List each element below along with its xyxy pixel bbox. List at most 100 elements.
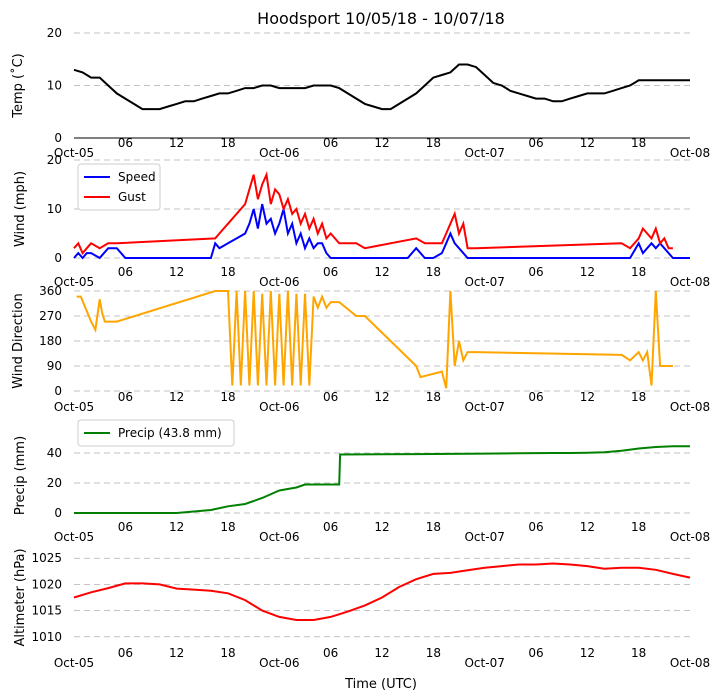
series-line-temp — [73, 63, 690, 111]
x-tick-label: 12 — [374, 136, 389, 150]
panel-wind: 0 10 20 Wind (mph) Oct-05 06 12 18 Oct-06 06 12 18 O… — [13, 153, 710, 289]
series-line-precip-43-8-mm- — [74, 445, 690, 514]
x-tick-label: 06 — [323, 520, 338, 534]
legend — [77, 163, 161, 211]
x-tick-label: Oct-07 — [464, 656, 504, 670]
y-axis-label: Wind (mph) — [13, 171, 28, 247]
x-tick-label: 18 — [220, 520, 235, 534]
x-tick-label: 12 — [169, 265, 184, 279]
chart-title: Hoodsport 10/05/18 - 10/07/18 — [257, 9, 505, 28]
x-tick-label: 18 — [631, 390, 646, 404]
series-line-gust — [73, 171, 673, 255]
x-tick-label: 12 — [374, 390, 389, 404]
x-tick-label: 18 — [220, 265, 235, 279]
x-tick-label: Oct-08 — [670, 400, 710, 414]
x-tick-label: 12 — [169, 136, 184, 150]
x-tick-label: 06 — [118, 136, 133, 150]
x-tick-label: 12 — [169, 520, 184, 534]
x-tick-label: Oct-07 — [464, 146, 504, 160]
y-tick-label: 0 — [54, 384, 62, 398]
x-tick-label: 12 — [580, 646, 595, 660]
x-tick-label: 06 — [528, 265, 543, 279]
x-tick-label: Oct-06 — [259, 275, 299, 289]
x-tick-label: 06 — [118, 390, 133, 404]
x-tick-label: Oct-07 — [464, 400, 504, 414]
series-line-speed — [73, 203, 690, 260]
x-tick-label: 06 — [528, 136, 543, 150]
y-tick-label: 1010 — [31, 630, 62, 644]
y-tick-label: 40 — [47, 446, 62, 460]
y-tick-label: 180 — [39, 334, 62, 348]
y-tick-label: 10 — [47, 202, 62, 216]
x-tick-label: 06 — [323, 136, 338, 150]
x-tick-label: 06 — [118, 520, 133, 534]
y-tick-label: 360 — [39, 284, 62, 298]
legend — [77, 419, 235, 447]
x-tick-label: Oct-07 — [464, 530, 504, 544]
y-axis-label: Temp (˚C) — [10, 53, 26, 119]
x-tick-label: Oct-07 — [464, 275, 504, 289]
x-tick-label: 12 — [374, 520, 389, 534]
x-tick-label: 06 — [528, 646, 543, 660]
panel-dir: 0 90 180 270 360 Wind Direction Oct-05 06 12 18 Oc… — [11, 284, 710, 414]
y-tick-label: 0 — [54, 506, 62, 520]
x-tick-label: 18 — [426, 136, 441, 150]
x-tick-label: 18 — [631, 136, 646, 150]
y-tick-label: 90 — [47, 359, 62, 373]
x-tick-label: Oct-06 — [259, 530, 299, 544]
x-tick-label: 18 — [631, 520, 646, 534]
y-tick-label: 20 — [47, 26, 62, 40]
x-tick-label: 12 — [580, 136, 595, 150]
x-tick-label: 12 — [169, 390, 184, 404]
x-tick-label: Oct-08 — [670, 530, 710, 544]
x-tick-label: 18 — [631, 265, 646, 279]
x-tick-label: Oct-05 — [54, 530, 94, 544]
x-tick-label: 06 — [323, 265, 338, 279]
x-tick-label: 06 — [528, 520, 543, 534]
x-tick-label: 18 — [426, 520, 441, 534]
x-tick-label: 18 — [426, 390, 441, 404]
legend-label: Precip (43.8 mm) — [118, 426, 222, 440]
y-tick-label: 1015 — [31, 604, 62, 618]
series-line-altimeter — [73, 562, 691, 621]
x-tick-label: Oct-06 — [259, 146, 299, 160]
x-axis-label: Time (UTC) — [344, 677, 417, 692]
x-tick-label: Oct-08 — [670, 275, 710, 289]
x-tick-label: Oct-08 — [670, 656, 710, 670]
x-tick-label: 12 — [169, 646, 184, 660]
panel-precip: 0 20 40 Precip (mm) Oct-05 06 12 18 Oct-06 06 12 18… — [13, 419, 710, 544]
x-tick-label: 06 — [118, 265, 133, 279]
series-line-wind-direction — [76, 290, 673, 389]
x-tick-label: 18 — [220, 646, 235, 660]
x-tick-label: Oct-06 — [259, 400, 299, 414]
x-tick-label: 18 — [220, 390, 235, 404]
x-tick-label: 18 — [631, 646, 646, 660]
y-axis-label: Precip (mm) — [13, 436, 28, 515]
panel-temp: 0 10 20 Temp (˚C) Oct-05 06 12 18 Oct-06 06 12 18 Oc… — [10, 26, 710, 160]
y-tick-label: 270 — [39, 309, 62, 323]
x-tick-label: 18 — [426, 265, 441, 279]
x-tick-label: Oct-05 — [54, 400, 94, 414]
x-tick-label: Oct-05 — [54, 656, 94, 670]
x-tick-label: 06 — [323, 646, 338, 660]
x-tick-label: Oct-08 — [670, 146, 710, 160]
y-tick-label: 20 — [47, 153, 62, 167]
x-tick-label: 18 — [220, 136, 235, 150]
x-tick-label: Oct-05 — [54, 146, 94, 160]
x-tick-label: 12 — [374, 646, 389, 660]
x-tick-label: 12 — [580, 520, 595, 534]
x-tick-label: Oct-05 — [54, 275, 94, 289]
y-tick-label: 20 — [47, 476, 62, 490]
x-tick-label: Oct-06 — [259, 656, 299, 670]
y-tick-label: 10 — [47, 79, 62, 93]
y-tick-label: 1020 — [31, 577, 62, 591]
y-axis-label: Altimeter (hPa) — [13, 548, 28, 646]
y-tick-label: 0 — [54, 251, 62, 265]
x-tick-label: 12 — [374, 265, 389, 279]
x-tick-label: 12 — [580, 390, 595, 404]
x-tick-label: 06 — [323, 390, 338, 404]
y-tick-label: 1025 — [31, 551, 62, 565]
x-tick-label: 18 — [426, 646, 441, 660]
